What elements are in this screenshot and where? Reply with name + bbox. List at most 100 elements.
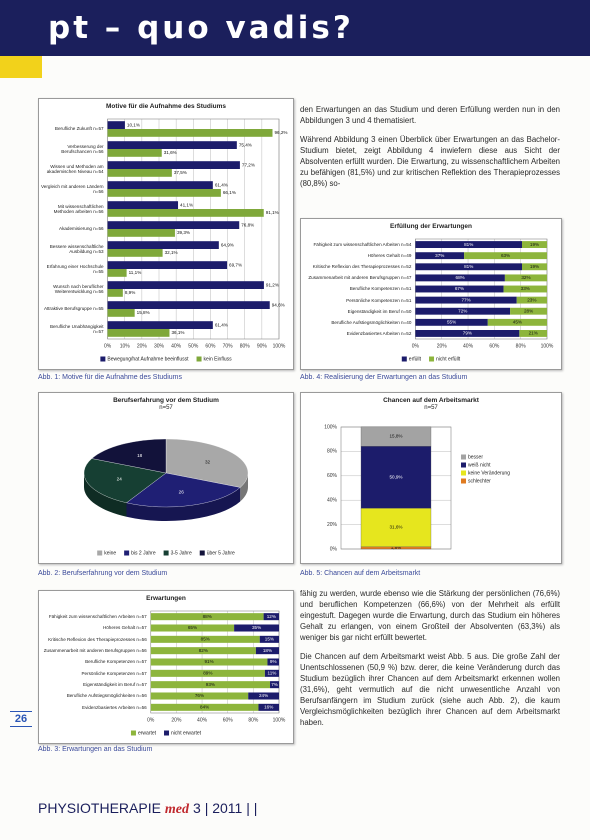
bar xyxy=(415,296,517,304)
category-label: Zusammenarbeit mit anderen Berufsgruppen… xyxy=(308,275,412,281)
legend-label: schlechter xyxy=(468,478,491,484)
chart-plot: 0% 20% 40% 60% 80% 100% 88% 12% 65% 35% 85% 15% 82% 1… xyxy=(130,610,286,736)
category-label: Höheres Gehalt n=49 xyxy=(367,253,412,259)
category-label: Attraktive Berufsgruppe n=55 xyxy=(43,306,104,312)
category-label: Berufliche Kompetenzen n=57 xyxy=(85,659,147,665)
category-label: Berufliche Unabhängigkeit n=57 xyxy=(49,323,104,334)
value-label: 89% xyxy=(203,671,212,676)
chart-title: Erwartungen xyxy=(146,595,186,602)
value-label: 21% xyxy=(529,331,538,336)
x-tick-label: 10% xyxy=(120,343,131,349)
legend-label: erfüllt xyxy=(409,356,422,362)
paragraph: Während Abbildung 3 einen Überblick über… xyxy=(300,135,560,188)
pie-side xyxy=(240,473,248,502)
value-label: 77% xyxy=(461,297,470,302)
legend-label: nicht erwartet xyxy=(171,730,202,736)
legend: keine bis 2 Jahre 3-5 Jahre über 5 Jahre xyxy=(97,550,235,556)
value-label: 81% xyxy=(464,264,473,269)
category-label: Kritische Reflexion des Therapieprozesse… xyxy=(312,264,412,270)
bar xyxy=(258,703,279,711)
category-label: Zusammenarbeit mit anderen Berufsgruppen… xyxy=(43,648,147,654)
category-label: Evidenzbasiertes Arbeiten n=56 xyxy=(82,704,147,710)
category-label: Berufliche Aufstiegsmöglichkeiten n=40 xyxy=(331,319,412,325)
bar xyxy=(107,301,270,309)
value-label: 85% xyxy=(201,637,210,642)
bar xyxy=(150,624,235,632)
category-label: Fähigkeit zum wissenschaftlichen Arbeite… xyxy=(313,242,412,248)
value-label: 19% xyxy=(530,242,539,247)
value-label: 32% xyxy=(521,275,530,280)
text-column: fähig zu werden, wurde ebenso wie die St… xyxy=(300,588,560,736)
x-tick-label: 100% xyxy=(541,343,554,349)
category-label: Berufliche Aufstiegsmöglichkeiten n=56 xyxy=(66,693,147,699)
bar xyxy=(150,669,265,677)
bar xyxy=(415,330,520,337)
category-label: Persönliche Kompetenzen n=51 xyxy=(346,297,412,303)
legend-swatch xyxy=(461,454,466,460)
legend-label: erwartet xyxy=(138,730,157,736)
bar xyxy=(415,241,522,248)
header-band xyxy=(0,0,590,56)
legend-swatch xyxy=(97,550,103,556)
value-label: 41,1% xyxy=(180,202,193,207)
category-label: Kritische Reflexion des Therapieprozesse… xyxy=(48,636,147,642)
x-tick-label: 80% xyxy=(240,343,251,349)
category-label: Eigenständigkeit im Beruf n=50 xyxy=(347,308,412,314)
pie-slice xyxy=(165,438,249,488)
y-tick-label: 80% xyxy=(327,449,338,455)
bar xyxy=(263,613,279,621)
category-label: Wissen und Methoden am akademischen Nive… xyxy=(46,163,104,174)
y-tick-label: 60% xyxy=(327,473,338,479)
legend-swatch xyxy=(461,478,466,484)
footer-brand: med xyxy=(164,802,190,817)
legend-label: besser xyxy=(468,454,483,460)
category-label: Fähigkeit zum wissenschaftlichen Arbeite… xyxy=(48,614,147,620)
value-label: 28% xyxy=(524,308,533,313)
page-title: pt – quo vadis? xyxy=(48,10,354,46)
value-label: 31,6% xyxy=(389,525,402,530)
value-label: 76,8% xyxy=(241,222,254,227)
value-label: 23% xyxy=(527,297,536,302)
footer-magazine: PHYSIOTHERAPIE xyxy=(38,800,161,816)
x-tick-label: 80% xyxy=(248,717,259,723)
value-label: 1,8% xyxy=(391,545,401,550)
bar xyxy=(107,201,179,209)
value-label: 16% xyxy=(264,705,273,710)
legend-label: nicht erfüllt xyxy=(436,356,461,362)
bar xyxy=(107,321,213,329)
legend-label: bis 2 Jahre xyxy=(131,550,156,556)
x-tick-label: 100% xyxy=(273,717,286,723)
value-label: 61,4% xyxy=(215,182,228,187)
value-label: 15% xyxy=(265,637,274,642)
bar-segment xyxy=(360,508,432,547)
value-label: 93% xyxy=(206,682,215,687)
bar xyxy=(521,241,547,248)
chart-plot: 32 26 24 18 keine bis 2 Jahre 3-5 Jahre über 5 … xyxy=(83,438,249,556)
legend: erwartet nicht erwartet xyxy=(130,730,202,736)
value-label: 96,2% xyxy=(274,130,287,135)
value-label: 32,1% xyxy=(165,250,178,255)
value-label: 31,6% xyxy=(164,150,177,155)
value-label: 69,7% xyxy=(229,262,242,267)
value-label: 15,8% xyxy=(137,310,150,315)
value-label: 61,4% xyxy=(215,322,228,327)
pie-side xyxy=(126,487,241,521)
bar xyxy=(107,209,264,217)
bar xyxy=(107,149,162,157)
bar xyxy=(107,289,123,297)
value-label: 35% xyxy=(252,625,261,630)
category-label: Bessere wissenschaftliche Ausbildung n=5… xyxy=(49,243,104,254)
bar-segment xyxy=(360,446,432,509)
x-tick-label: 60% xyxy=(223,717,234,723)
caption: Abb. 4: Realisierung der Erwartungen an … xyxy=(300,374,468,381)
value-label: 91% xyxy=(205,659,214,664)
bar xyxy=(270,681,279,689)
bar xyxy=(415,285,504,293)
value-label: 37,5% xyxy=(174,170,187,175)
value-label: 24 xyxy=(117,477,123,482)
bar xyxy=(464,252,547,260)
caption: Abb. 3: Erwartungen an das Studium xyxy=(38,746,153,753)
x-tick-label: 40% xyxy=(463,343,474,349)
x-tick-label: 20% xyxy=(437,343,448,349)
